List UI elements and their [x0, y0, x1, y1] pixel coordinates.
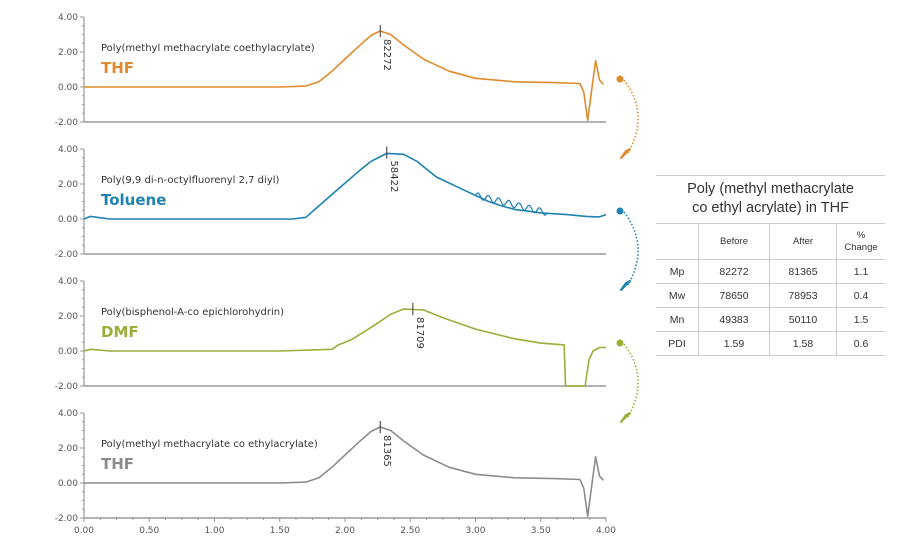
y-tick-label: 0.00 — [58, 347, 78, 357]
y-tick-label: -2.00 — [55, 514, 79, 524]
table-header-row: Before After % Change — [656, 223, 885, 260]
x-tick-label: 4.00 — [596, 526, 616, 536]
row-before: 78650 — [698, 283, 770, 308]
x-tick-label: 2.50 — [400, 526, 420, 536]
y-tick-label: 0.00 — [58, 215, 78, 225]
table-title-row: Poly (methyl methacrylate co ethyl acryl… — [656, 175, 885, 224]
table-title: Poly (methyl methacrylate co ethyl acryl… — [656, 175, 885, 224]
row-before: 49383 — [698, 307, 770, 332]
row-change: 0.6 — [836, 331, 885, 356]
y-tick-label: -2.00 — [55, 382, 79, 392]
row-after: 78953 — [769, 283, 837, 308]
next-panel-arrow-icon — [616, 339, 639, 423]
x-tick-label: 3.00 — [465, 526, 485, 536]
x-tick-label: 1.50 — [270, 526, 290, 536]
table-header-change: % Change — [836, 223, 885, 260]
x-tick-label: 2.00 — [335, 526, 355, 536]
x-tick-label: 3.50 — [531, 526, 551, 536]
chromatogram-panel: 4.00 2.00 0.00 -2.00 Poly(methyl methacrylat… — [55, 13, 606, 128]
table-row: Mn 49383 50110 1.5 — [656, 307, 885, 332]
chromatogram-trace — [84, 426, 604, 518]
y-tick-label: 2.00 — [58, 444, 78, 454]
y-tick-label: 0.00 — [58, 83, 78, 93]
x-tick-label: 0.50 — [139, 526, 159, 536]
row-change: 1.5 — [836, 307, 885, 332]
x-tick-label: 0.00 — [74, 526, 94, 536]
solvent-label: THF — [101, 59, 134, 77]
trace-noise — [474, 192, 548, 216]
compound-label: Poly(methyl methacrylate co ethylacrylat… — [101, 439, 318, 450]
solvent-label: THF — [101, 455, 134, 473]
y-tick-label: 4.00 — [58, 145, 78, 155]
peak-label: 81365 — [381, 435, 392, 467]
chromatogram-panel: 4.00 2.00 0.00 -2.00 Poly(bisphenol-A-co epi… — [55, 277, 606, 392]
table-title-line1: Poly (methyl methacrylate — [687, 181, 854, 197]
table-header-empty — [656, 223, 699, 260]
row-change: 0.4 — [836, 283, 885, 308]
table-header-change-line1: % — [856, 229, 866, 241]
peak-label: 58422 — [388, 161, 399, 193]
row-change: 1.1 — [836, 259, 885, 284]
row-before: 1.59 — [698, 331, 770, 356]
chromatogram-trace — [83, 152, 607, 220]
y-tick-label: -2.00 — [55, 118, 79, 128]
table-header-after: After — [769, 223, 837, 260]
table-header-change-line2: Change — [844, 241, 878, 253]
peak-label: 81709 — [414, 317, 425, 349]
table-title-line2: co ethyl acrylate) in THF — [692, 200, 849, 216]
peak-label: 82272 — [381, 39, 392, 71]
row-label: PDI — [656, 331, 699, 356]
y-tick-label: 2.00 — [58, 312, 78, 322]
table-row: PDI 1.59 1.58 0.6 — [656, 331, 885, 356]
y-tick-label: 4.00 — [58, 409, 78, 419]
next-panel-arrow-icon — [616, 207, 639, 291]
table-row: Mp 82272 81365 1.1 — [656, 259, 885, 284]
y-tick-label: 4.00 — [58, 277, 78, 287]
y-tick-label: 0.00 — [58, 479, 78, 489]
solvent-label: Toluene — [101, 191, 166, 209]
row-before: 82272 — [698, 259, 770, 284]
chromatogram-panel: 4.00 2.00 0.00 -2.00 Poly(9,9 di-n-octylfluo… — [55, 145, 607, 260]
y-tick-label: -2.00 — [55, 250, 79, 260]
solvent-label: DMF — [101, 323, 139, 341]
row-label: Mp — [656, 259, 699, 284]
compound-label: Poly(9,9 di-n-octylfluorenyl 2,7 diyl) — [101, 175, 279, 186]
table-row: Mw 78650 78953 0.4 — [656, 283, 885, 308]
y-tick-label: 4.00 — [58, 13, 78, 23]
y-tick-label: 2.00 — [58, 180, 78, 190]
row-after: 81365 — [769, 259, 837, 284]
row-label: Mn — [656, 307, 699, 332]
x-tick-label: 1.00 — [204, 526, 224, 536]
row-after: 50110 — [769, 307, 837, 332]
y-tick-label: 2.00 — [58, 48, 78, 58]
row-label: Mw — [656, 283, 699, 308]
table-header-before: Before — [698, 223, 770, 260]
chromatogram-trace — [84, 30, 604, 122]
chromatogram-trace — [83, 308, 606, 387]
compound-label: Poly(methyl methacrylate coethylacrylate… — [101, 43, 315, 54]
results-table: Poly (methyl methacrylate co ethyl acryl… — [656, 175, 885, 356]
compound-label: Poly(bisphenol-A-co epichlorohydrin) — [101, 307, 284, 318]
row-after: 1.58 — [769, 331, 837, 356]
chromatogram-panel: 4.00 2.00 0.00 -2.00 Poly(methyl methacrylat… — [55, 409, 606, 524]
next-panel-arrow-icon — [616, 75, 639, 159]
